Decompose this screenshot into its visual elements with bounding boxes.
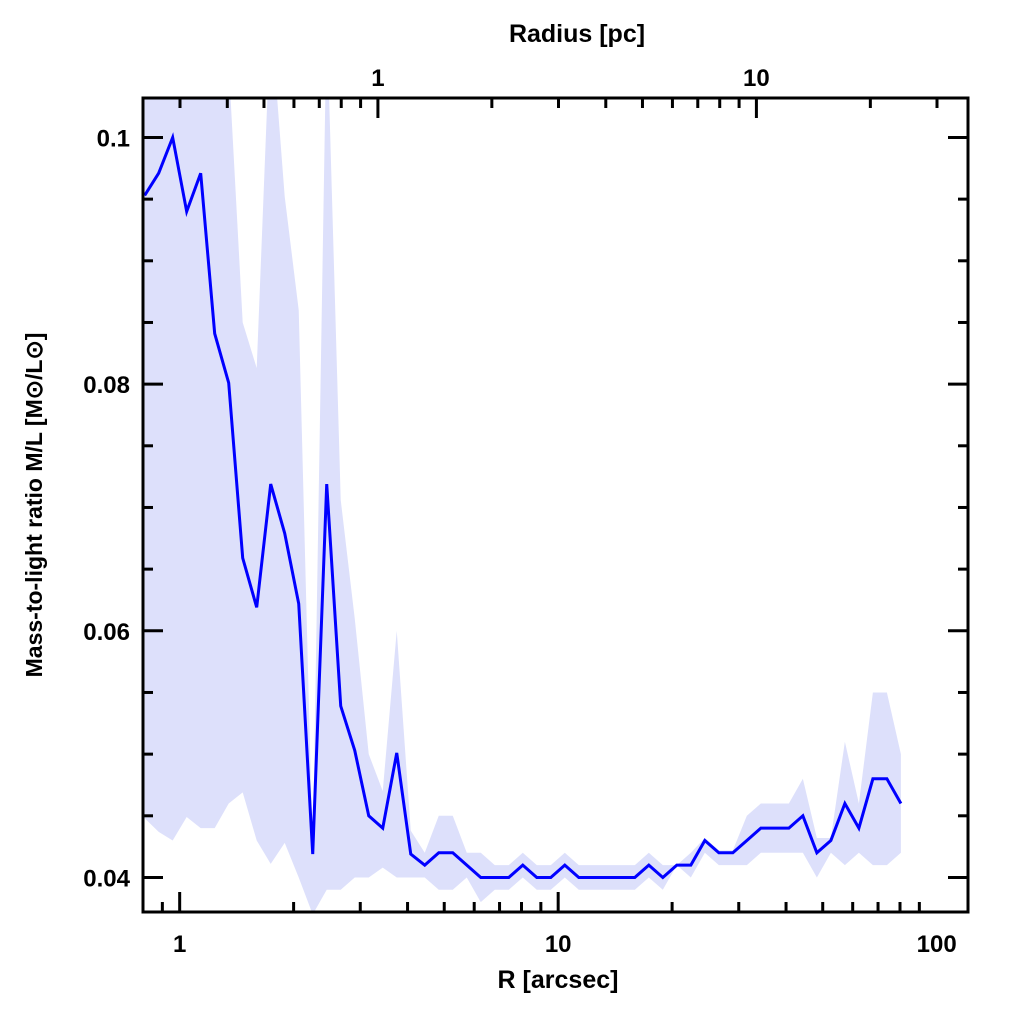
- y-tick-label: 0.08: [83, 372, 130, 399]
- ml-profile-line: [143, 132, 903, 880]
- uncertainty-band: [144, 98, 901, 912]
- y-tick-label: 0.06: [83, 619, 130, 646]
- x-tick-label: 10: [545, 931, 572, 958]
- top-tick-label: 1: [371, 65, 384, 92]
- x-tick-label: 100: [917, 931, 957, 958]
- y-axis-title: Mass-to-light ratio M/L [M⊙/L⊙]: [21, 333, 47, 678]
- y-tick-label: 0.04: [83, 865, 130, 892]
- top-axis-title: Radius [pc]: [509, 20, 645, 48]
- plot-frame: [141, 96, 970, 914]
- top-tick-label: 10: [743, 65, 770, 92]
- x-axis-title: R [arcsec]: [498, 966, 619, 994]
- y-tick-label: 0.1: [97, 125, 130, 152]
- x-tick-label: 1: [173, 931, 186, 958]
